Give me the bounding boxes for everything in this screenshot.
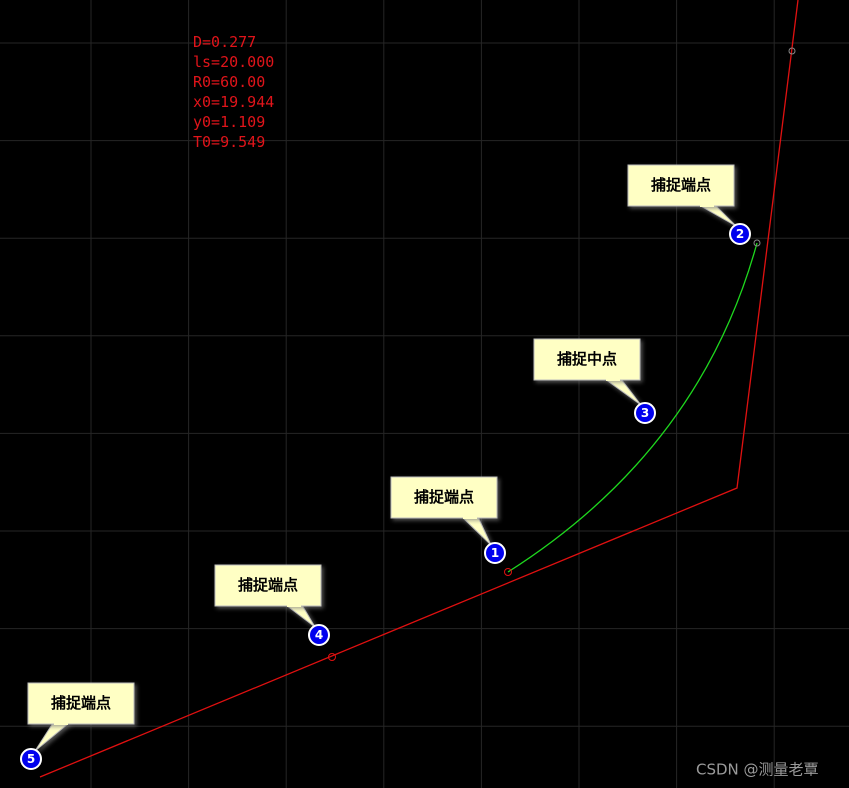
tooltip-box xyxy=(27,682,135,725)
tooltip-label: 捕捉端点 xyxy=(51,694,111,712)
marker-number: 5 xyxy=(27,752,35,766)
tooltip-cover xyxy=(700,203,714,207)
tooltip-cover xyxy=(606,377,620,381)
callouts: 捕捉端点 1 捕捉端点 2 捕捉中点 3 捕捉端点 4 捕捉端点 5 xyxy=(20,164,751,770)
marker-badge xyxy=(634,402,656,424)
transition-curve xyxy=(507,242,758,573)
snap-point xyxy=(328,653,336,661)
marker-badge xyxy=(20,748,42,770)
marker-number: 4 xyxy=(315,628,323,642)
tooltip-cover xyxy=(463,515,477,519)
snap-tooltip: 捕捉端点 2 xyxy=(627,164,751,245)
marker-number: 1 xyxy=(491,546,499,560)
marker-badge xyxy=(729,223,751,245)
tooltip-label: 捕捉端点 xyxy=(414,488,474,506)
snap-tooltip: 捕捉端点 5 xyxy=(20,682,135,770)
snap-point xyxy=(504,568,512,576)
tooltip-box xyxy=(627,164,735,207)
tooltip-box xyxy=(533,338,641,381)
tooltip-box xyxy=(214,564,322,607)
marker-number: 2 xyxy=(736,227,744,241)
parameter: y0=1.109 xyxy=(193,113,265,131)
tooltip-label: 捕捉端点 xyxy=(651,176,711,194)
parameter: R0=60.00 xyxy=(193,73,265,91)
tooltip-box xyxy=(390,476,498,519)
marker-badge xyxy=(484,542,506,564)
parameter: x0=19.944 xyxy=(193,93,274,111)
snap-tooltip: 捕捉端点 4 xyxy=(214,564,330,646)
parameter: T0=9.549 xyxy=(193,133,265,151)
snap-point xyxy=(753,239,761,247)
parameter: ls=20.000 xyxy=(193,53,274,71)
marker-badge xyxy=(308,624,330,646)
snap-point xyxy=(788,47,796,55)
watermark: CSDN @测量老覃 xyxy=(696,761,819,779)
marker-number: 3 xyxy=(641,406,649,420)
tooltip-label: 捕捉端点 xyxy=(238,576,298,594)
tooltip-cover xyxy=(54,721,68,725)
snap-tooltip: 捕捉端点 1 xyxy=(390,476,506,564)
tangent-line xyxy=(39,0,799,778)
parameter-list: D=0.277 ls=20.000 R0=60.00 x0=19.944 y0=1.10… xyxy=(193,33,274,151)
tooltip-label: 捕捉中点 xyxy=(557,350,617,368)
snap-tooltip: 捕捉中点 3 xyxy=(533,338,656,424)
tooltip-cover xyxy=(287,603,301,607)
parameter: D=0.277 xyxy=(193,33,256,51)
